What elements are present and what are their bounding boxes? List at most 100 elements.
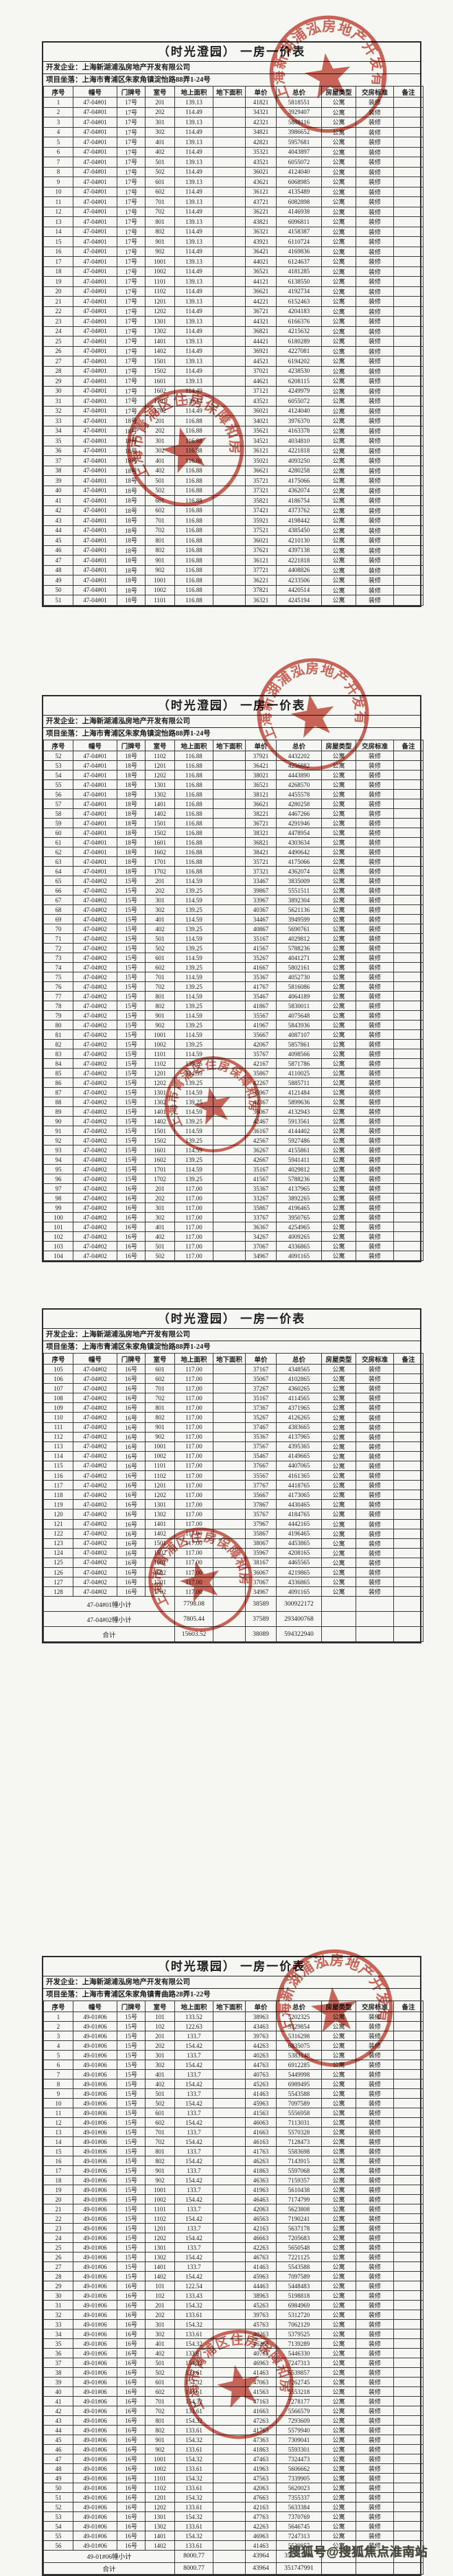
cell: 38963 bbox=[245, 2290, 277, 2301]
cell bbox=[213, 126, 246, 137]
cell: 16号 bbox=[117, 2540, 146, 2551]
cell: 公寓 bbox=[321, 1106, 356, 1117]
cell bbox=[213, 1431, 246, 1442]
cell: 114.59 bbox=[174, 914, 213, 924]
cell: 41567 bbox=[245, 1174, 277, 1184]
table-row: 59 47-04#01 18号 1501 116.88 36721 4291946 公寓 装修 bbox=[43, 818, 423, 828]
cell: 154.32 bbox=[174, 2377, 213, 2387]
cell: 29 bbox=[43, 2281, 73, 2291]
cell bbox=[213, 2483, 246, 2493]
cell: 7221125 bbox=[276, 2252, 322, 2262]
cell: 113 bbox=[43, 1441, 73, 1452]
cell: 16号 bbox=[117, 2358, 146, 2368]
table-row: 56 49-01#06 16号 1402 133.61 41463 5539857 公寓 装修 bbox=[43, 2540, 423, 2551]
cell: 5553218 bbox=[276, 2386, 322, 2397]
cell: 47-04#02 bbox=[73, 1001, 117, 1011]
cell bbox=[393, 933, 423, 944]
cell: 41563 bbox=[245, 2386, 277, 2397]
cell: 17号 bbox=[117, 266, 146, 277]
cell: 公寓 bbox=[321, 818, 356, 828]
cell: 1501 bbox=[145, 356, 175, 367]
cell: 49-01#06 bbox=[73, 2502, 117, 2512]
cell: 36521 bbox=[245, 266, 277, 277]
cell: 36121 bbox=[245, 555, 277, 566]
cell: 装修 bbox=[356, 1126, 394, 1136]
cell bbox=[213, 1441, 246, 1452]
cell: 401 bbox=[145, 1222, 175, 1232]
cell bbox=[213, 2300, 246, 2310]
cell bbox=[213, 117, 246, 128]
cell: 1102 bbox=[145, 2483, 175, 2493]
cell: 装修 bbox=[356, 972, 394, 982]
table-row: 106 47-04#02 16号 602 117.00 35067 4102865 公寓 装修 bbox=[43, 1374, 423, 1384]
total-row: 49-01#06幢小计 8000.77 43964 351747991 bbox=[43, 2550, 423, 2563]
cell: 46463 bbox=[245, 2194, 277, 2204]
cell: 35167 bbox=[245, 1164, 277, 1174]
cell: 49-01#06 bbox=[73, 2011, 117, 2022]
cell: 1302 bbox=[145, 789, 175, 799]
cell bbox=[213, 1202, 246, 1213]
cell: 37 bbox=[43, 2358, 73, 2368]
cell: 116.88 bbox=[174, 799, 213, 809]
table-row: 9 47-04#01 17号 601 139.13 43621 6068985 公寓 装修 bbox=[43, 176, 423, 187]
cell: 601 bbox=[145, 176, 175, 187]
cell: 18号 bbox=[117, 515, 146, 526]
cell: 装修 bbox=[356, 981, 394, 992]
cell: 108 bbox=[43, 1393, 73, 1404]
cell: 1401 bbox=[145, 799, 175, 809]
cell: 139.13 bbox=[174, 316, 213, 327]
cell: 公寓 bbox=[321, 157, 356, 168]
cell: 5788236 bbox=[276, 1174, 322, 1184]
cell: 36421 bbox=[245, 246, 277, 257]
cell: 45 bbox=[43, 2435, 73, 2445]
location-value: 上海市青浦区朱家角镇淀怡路88弄1-24号 bbox=[82, 730, 211, 738]
table-row: 7 47-04#01 17号 501 139.13 43521 6055072 公寓 装修 bbox=[43, 157, 423, 168]
cell: 44 bbox=[43, 2425, 73, 2435]
cell: 装修 bbox=[356, 2492, 394, 2503]
cell: 装修 bbox=[356, 1078, 394, 1088]
cell bbox=[393, 1126, 423, 1136]
cell: 34467 bbox=[245, 914, 277, 924]
cell: 49-01#06 bbox=[73, 2290, 117, 2301]
cell: 47-04#01 bbox=[73, 106, 117, 117]
cell: 16号 bbox=[117, 1538, 146, 1549]
cell: 47-04#01 bbox=[73, 505, 117, 516]
table-row: 23 47-04#01 17号 1301 139.13 44321 6166376 公寓 装修 bbox=[43, 316, 423, 327]
cell bbox=[393, 2165, 423, 2176]
cell: 装修 bbox=[356, 789, 394, 799]
table-row: 32 47-04#01 17号 1702 114.49 36021 4124040 公寓 装修 bbox=[43, 405, 423, 416]
cell: 116.88 bbox=[174, 856, 213, 867]
cell: 4215632 bbox=[276, 326, 322, 337]
cell: 49-01#06 bbox=[73, 2281, 117, 2291]
cell: 35767 bbox=[245, 1049, 277, 1059]
cell: 17号 bbox=[117, 345, 146, 356]
cell: 109 bbox=[43, 1402, 73, 1413]
cell: 装修 bbox=[356, 2088, 394, 2099]
cell: 43521 bbox=[245, 157, 277, 168]
cell: 4132943 bbox=[276, 1106, 322, 1117]
cell bbox=[213, 137, 246, 148]
cell: 31 bbox=[43, 396, 73, 407]
cell: 15号 bbox=[117, 876, 146, 886]
cell: 114.59 bbox=[174, 895, 213, 905]
cell: 49-01#06 bbox=[73, 2483, 117, 2493]
cell: 4432202 bbox=[276, 751, 322, 761]
cell: 902 bbox=[145, 246, 175, 257]
cell: 6124637 bbox=[276, 256, 322, 267]
cell: 116.88 bbox=[174, 565, 213, 575]
cell bbox=[393, 475, 423, 486]
cell: 36221 bbox=[245, 206, 277, 217]
cell: 8 bbox=[43, 2079, 73, 2089]
cell: 16号 bbox=[117, 2348, 146, 2358]
cell: 42321 bbox=[245, 117, 277, 128]
cell: 公寓 bbox=[321, 2223, 356, 2233]
cell: 4043897 bbox=[276, 146, 322, 157]
cell: 38 bbox=[43, 2367, 73, 2378]
cell: 装修 bbox=[356, 2348, 394, 2358]
cell: 装修 bbox=[356, 2069, 394, 2079]
cell: 49-01#06 bbox=[73, 2271, 117, 2281]
cell: 4210130 bbox=[276, 535, 322, 546]
cell: 4135489 bbox=[276, 186, 322, 197]
cell: 1 bbox=[43, 2011, 73, 2022]
cell: 116.88 bbox=[174, 595, 213, 606]
